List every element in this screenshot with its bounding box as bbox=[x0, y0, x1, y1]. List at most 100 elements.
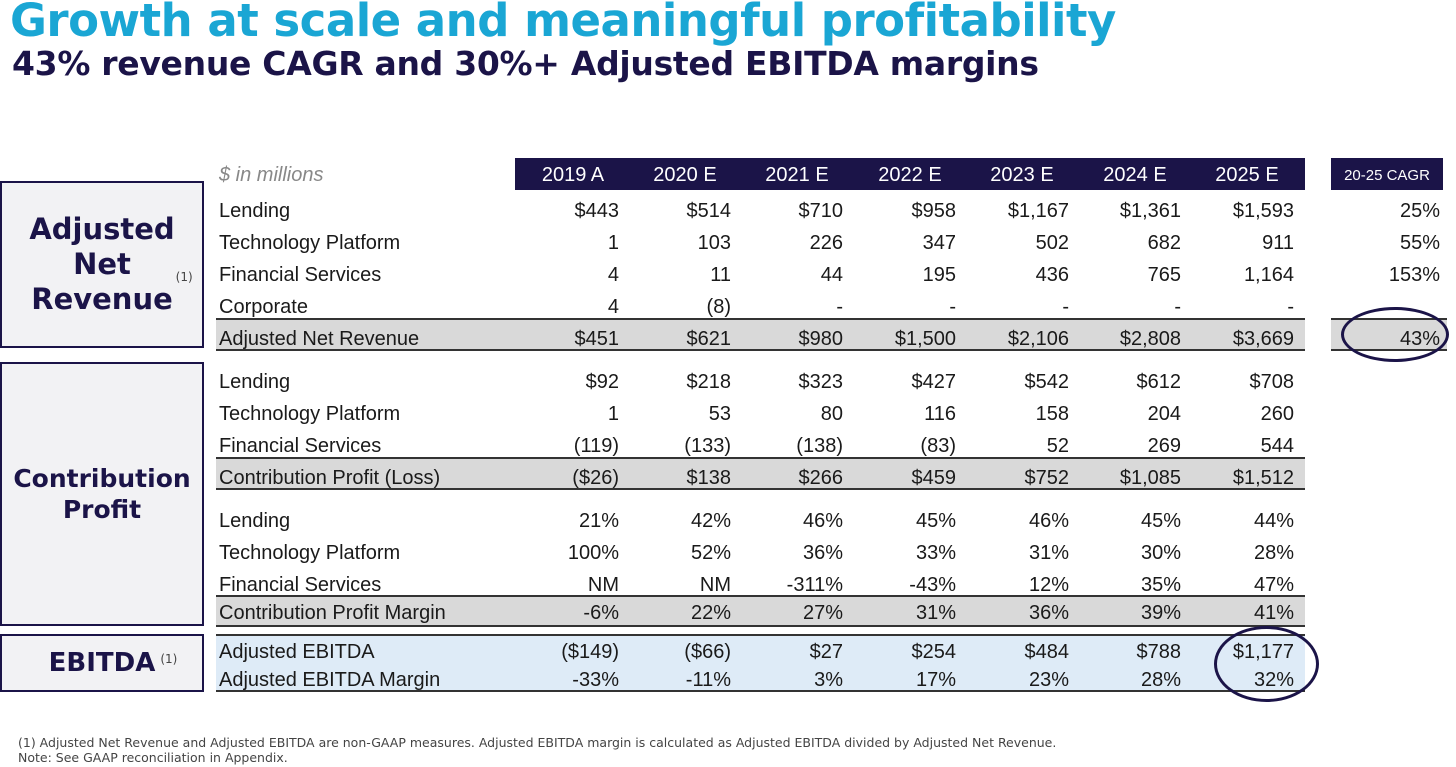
cagr-value: 153% bbox=[1388, 264, 1440, 286]
table-row: Lending $443 $514 $710 $958 $1,167 $1,361 $1,59… bbox=[0, 194, 1456, 226]
row-label: Adjusted EBITDA bbox=[219, 641, 375, 663]
footnote-marker: (1) bbox=[160, 652, 178, 666]
cell-value: 17% bbox=[915, 669, 956, 691]
section-ebitda: EBITDA (1) bbox=[0, 634, 204, 692]
cell-value: $708 bbox=[1249, 371, 1295, 393]
cell-value: $752 bbox=[1024, 467, 1070, 489]
cell-value: $1,593 bbox=[1232, 200, 1294, 222]
cell-value: $427 bbox=[911, 371, 957, 393]
row-label: Technology Platform bbox=[219, 403, 401, 425]
cell-value: (8) bbox=[706, 296, 731, 318]
table-row: Technology Platform 1 53 80 116 158 204 260 bbox=[0, 397, 1456, 429]
cell-value: - bbox=[1174, 296, 1181, 318]
row-label: Adjusted Net Revenue bbox=[219, 328, 420, 350]
table-row: Contribution Profit Margin -6% 22% 27% 31% 36… bbox=[0, 596, 1456, 628]
cell-value: $1,512 bbox=[1232, 467, 1294, 489]
cell-value: ($149) bbox=[561, 641, 619, 663]
cell-value: -11% bbox=[685, 669, 731, 691]
year-header-bar: 2019 A 2020 E 2021 E 2022 E 2023 E 2024 E 2025… bbox=[515, 158, 1305, 190]
highlight-circle bbox=[1341, 307, 1449, 362]
page-title: Growth at scale and meaningful profitabi… bbox=[10, 0, 1116, 47]
cell-value: $443 bbox=[574, 200, 620, 222]
cell-value: -43% bbox=[909, 574, 956, 596]
cell-value: 28% bbox=[1253, 542, 1294, 564]
cell-value: 100% bbox=[567, 542, 619, 564]
year-header: 2020 E bbox=[653, 164, 717, 186]
cell-value: 44% bbox=[1253, 510, 1294, 532]
cell-value: $514 bbox=[686, 200, 732, 222]
cell-value: 80 bbox=[820, 403, 843, 425]
cell-value: 47% bbox=[1253, 574, 1294, 596]
cell-value: 46% bbox=[1028, 510, 1069, 532]
ebitda-band bbox=[216, 634, 1305, 692]
cell-value: ($66) bbox=[684, 641, 731, 663]
cell-value: 30% bbox=[1140, 542, 1181, 564]
cell-value: 502 bbox=[1035, 232, 1069, 254]
cell-value: 31% bbox=[1028, 542, 1069, 564]
cell-value: 27% bbox=[802, 602, 843, 624]
cell-value: 911 bbox=[1262, 232, 1294, 254]
table-row: Lending $92 $218 $323 $427 $542 $612 $708 bbox=[0, 365, 1456, 397]
cell-value: $1,085 bbox=[1119, 467, 1181, 489]
units-label: $ in millions bbox=[219, 164, 324, 186]
cell-value: (138) bbox=[796, 435, 843, 457]
cell-value: 226 bbox=[809, 232, 843, 254]
cell-value: 765 bbox=[1147, 264, 1181, 286]
row-label: Adjusted EBITDA Margin bbox=[219, 669, 441, 691]
cell-value: 436 bbox=[1035, 264, 1069, 286]
table-row: Technology Platform 1 103 226 347 502 682 911 55… bbox=[0, 226, 1456, 258]
cell-value: 41% bbox=[1253, 602, 1294, 624]
footnote-marker: (1) bbox=[175, 270, 193, 284]
row-label: Lending bbox=[219, 371, 291, 393]
cell-value: 23% bbox=[1028, 669, 1069, 691]
cell-value: 260 bbox=[1260, 403, 1294, 425]
cagr-value: 25% bbox=[1399, 200, 1440, 222]
table-row: Financial Services (119) (133) (138) (83) 52 2… bbox=[0, 429, 1456, 461]
cell-value: $484 bbox=[1024, 641, 1070, 663]
cell-value: $788 bbox=[1136, 641, 1182, 663]
cagr-header: 20-25 CAGR bbox=[1331, 158, 1443, 190]
cell-value: 53 bbox=[708, 403, 731, 425]
table-row: Lending 21% 42% 46% 45% 46% 45% 44% bbox=[0, 504, 1456, 536]
highlight-circle bbox=[1214, 626, 1319, 702]
year-header: 2019 A bbox=[541, 164, 605, 186]
cell-value: 52% bbox=[690, 542, 731, 564]
cell-value: $323 bbox=[798, 371, 844, 393]
cell-value: $1,167 bbox=[1007, 200, 1069, 222]
cell-value: (119) bbox=[573, 435, 619, 457]
cell-value: 204 bbox=[1147, 403, 1181, 425]
cell-value: $1,500 bbox=[894, 328, 956, 350]
row-label: Technology Platform bbox=[219, 542, 401, 564]
cell-value: 21% bbox=[578, 510, 619, 532]
cell-value: -311% bbox=[786, 574, 843, 596]
cell-value: $1,361 bbox=[1119, 200, 1181, 222]
year-header: 2021 E bbox=[765, 164, 829, 186]
cell-value: NM bbox=[587, 574, 619, 596]
cell-value: 52 bbox=[1046, 435, 1069, 457]
cell-value: $542 bbox=[1024, 371, 1070, 393]
cell-value: $138 bbox=[686, 467, 732, 489]
cell-value: 45% bbox=[915, 510, 956, 532]
total-band bbox=[216, 457, 1305, 490]
cell-value: - bbox=[1062, 296, 1069, 318]
section-label-line: Adjusted bbox=[29, 212, 175, 246]
cell-value: $92 bbox=[585, 371, 619, 393]
cell-value: $980 bbox=[798, 328, 844, 350]
cell-value: 44 bbox=[820, 264, 843, 286]
section-adjusted-net-revenue: Adjusted Net Revenue (1) bbox=[0, 181, 204, 348]
cell-value: NM bbox=[699, 574, 731, 596]
row-label: Lending bbox=[219, 200, 291, 222]
cell-value: 682 bbox=[1147, 232, 1181, 254]
row-label: Financial Services bbox=[219, 435, 382, 457]
row-label: Corporate bbox=[219, 296, 308, 318]
cell-value: 1,164 bbox=[1243, 264, 1294, 286]
row-label: Technology Platform bbox=[219, 232, 401, 254]
cell-value: 35% bbox=[1140, 574, 1181, 596]
table-row: Financial Services NM NM -311% -43% 12% 35% 47% bbox=[0, 568, 1456, 600]
cell-value: 195 bbox=[922, 264, 956, 286]
cell-value: 39% bbox=[1140, 602, 1181, 624]
cell-value: 36% bbox=[1028, 602, 1069, 624]
section-label-line: EBITDA bbox=[48, 648, 156, 678]
cell-value: - bbox=[949, 296, 956, 318]
cell-value: (133) bbox=[684, 435, 731, 457]
